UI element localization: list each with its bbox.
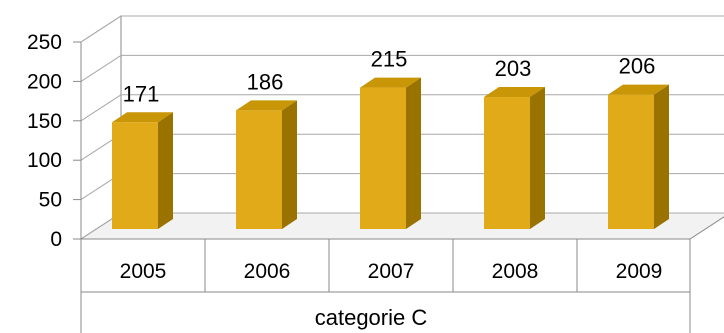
y-tick-label: 0 [50,228,62,251]
y-tick-label: 200 [27,70,62,93]
bar-top-2006 [236,100,297,111]
bar-side-2006 [282,100,297,229]
bar-side-2009 [654,84,669,229]
bar-side-2008 [530,87,545,229]
bar-2009 [608,94,654,229]
bar-top-2005 [112,112,173,123]
y-tick-label: 250 [27,31,62,54]
bar-top-2008 [484,87,545,98]
x-tick-label-2005: 2005 [120,260,167,283]
bar-2006 [236,110,282,229]
x-tick-label-2008: 2008 [492,260,539,283]
bar-side-2005 [158,112,173,229]
bar-2007 [360,87,406,229]
x-tick-label-2007: 2007 [368,260,415,283]
gridline-side [80,94,122,122]
axes [73,41,691,333]
bar-2008 [484,97,530,229]
y-tick-label: 50 [39,189,62,212]
labels: 0 50 100 150 200 250 171 2005 186 2006 215 2007 203 2… [27,31,662,283]
x-axis-title: categorie C [315,305,428,330]
bar-2005 [112,122,158,229]
bar-top-2009 [608,84,669,95]
y-tick-label: 100 [27,149,62,172]
data-label-2009: 206 [619,54,656,79]
data-label-2007: 215 [371,47,408,72]
x-tick-label-2006: 2006 [244,260,291,283]
data-label-2005: 171 [123,81,160,106]
bar-top-2007 [360,77,421,88]
bar-side-2007 [406,77,421,229]
gridline-side [80,54,122,82]
data-label-2008: 203 [495,56,532,81]
bars [112,77,669,229]
x-tick-label-2009: 2009 [616,260,663,283]
data-label-2006: 186 [247,69,284,94]
gridline-side [80,15,122,43]
y-tick-label: 150 [27,110,62,133]
